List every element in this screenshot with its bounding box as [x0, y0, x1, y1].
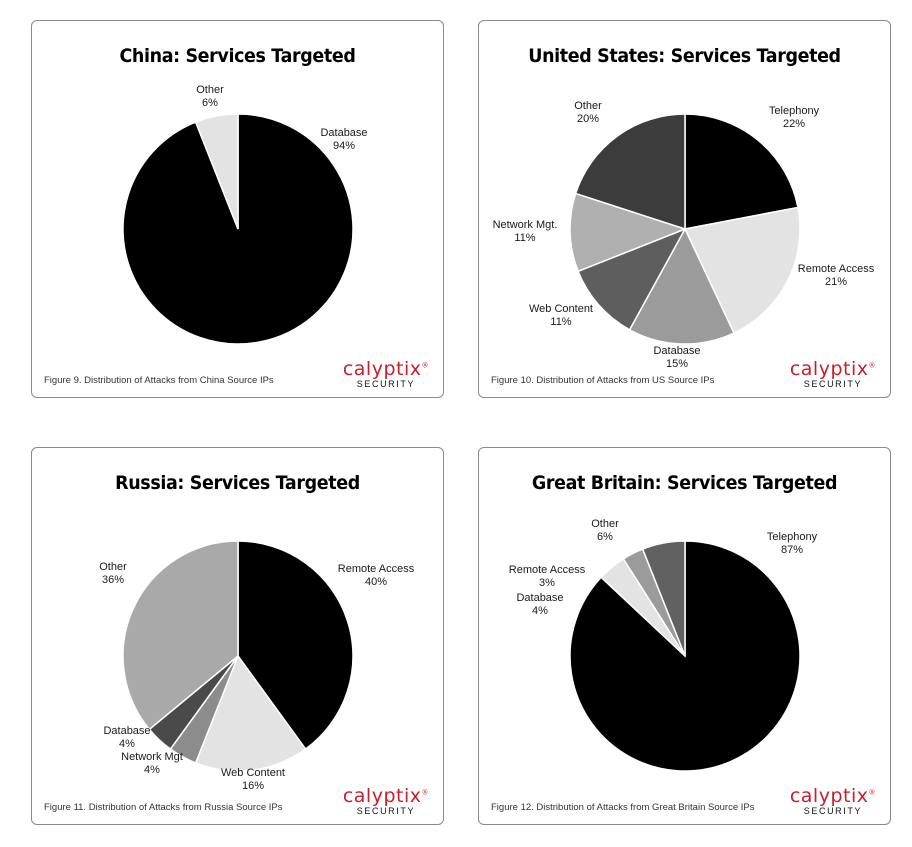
slice-label: Database — [103, 725, 150, 737]
figure-caption: Figure 10. Distribution of Attacks from … — [491, 375, 715, 386]
slice-percent: 36% — [102, 574, 124, 586]
chart-panel-united-states: United States: Services Targeted Telepho… — [478, 20, 891, 398]
slice-percent: 4% — [144, 764, 160, 776]
pie-slice-other — [574, 113, 686, 231]
pie-slice-telephony — [684, 113, 799, 230]
slice-label: Remote Access — [509, 564, 586, 576]
slice-percent: 22% — [783, 118, 805, 130]
slice-percent: 87% — [781, 544, 803, 556]
chart-panel-china: China: Services Targeted Database 94% Othe… — [31, 20, 444, 398]
chart-title: China: Services Targeted — [119, 45, 356, 67]
chart-panel-russia: Russia: Services Targeted Remote Access 4… — [31, 447, 444, 825]
slice-percent: 15% — [666, 358, 688, 370]
logo-subtitle: SECURITY — [803, 379, 863, 389]
slice-label: Remote Access — [798, 263, 875, 275]
slice-label: Web Content — [529, 303, 593, 315]
slice-label: Web Content — [221, 767, 285, 779]
slice-label: Database — [516, 592, 563, 604]
slice-percent: 6% — [202, 97, 218, 109]
pie-slice-other — [122, 540, 239, 731]
slice-percent: 11% — [550, 316, 571, 328]
slice-label: Other — [574, 100, 602, 112]
logo-brand: calyptix® — [789, 358, 876, 380]
logo-subtitle: SECURITY — [356, 379, 416, 389]
figure-caption: Figure 12. Distribution of Attacks from … — [491, 802, 755, 813]
slice-label: Database — [653, 345, 700, 357]
chart-title: United States: Services Targeted — [528, 45, 841, 67]
logo-brand: calyptix® — [342, 358, 429, 380]
logo-subtitle: SECURITY — [803, 806, 863, 816]
slice-label: Other — [196, 84, 224, 96]
pie-slice-other — [641, 540, 686, 657]
slice-percent: 16% — [242, 780, 264, 792]
slice-percent: 40% — [365, 576, 387, 588]
logo-subtitle: SECURITY — [356, 806, 416, 816]
slice-percent: 11% — [514, 232, 535, 244]
slice-percent: 6% — [597, 531, 613, 543]
pie-slice-web-content — [577, 227, 687, 331]
slice-percent: 3% — [539, 577, 555, 589]
calyptix-logo: calyptix® SECURITY — [790, 787, 876, 816]
slice-label: Telephony — [767, 531, 818, 543]
pie-slice-remote-access — [683, 206, 801, 335]
slice-percent: 4% — [532, 605, 548, 617]
slice-percent: 21% — [825, 276, 847, 288]
figure-caption: Figure 11. Distribution of Attacks from … — [44, 802, 283, 813]
pie-slice-network-mgt — [569, 192, 688, 273]
slice-label: Other — [591, 518, 619, 530]
slice-label: Other — [99, 561, 127, 573]
chart-title: Great Britain: Services Targeted — [531, 472, 838, 494]
slice-label: Remote Access — [338, 563, 415, 575]
pie-slice-remote-access — [237, 540, 354, 751]
calyptix-logo: calyptix® SECURITY — [790, 360, 876, 389]
chart-panel-great-britain: Great Britain: Services Targeted Telepho… — [478, 447, 891, 825]
pie-slice-web-content — [194, 654, 307, 772]
slice-label: Network Mgt. — [493, 219, 558, 231]
calyptix-logo: calyptix® SECURITY — [343, 360, 429, 389]
chart-title: Russia: Services Targeted — [115, 472, 360, 494]
pie-slice-other — [194, 113, 239, 230]
pie-slice-database — [628, 227, 735, 345]
slice-percent: 94% — [333, 140, 355, 152]
logo-brand: calyptix® — [342, 785, 429, 807]
slice-label: Telephony — [769, 105, 820, 117]
slice-percent: 20% — [577, 113, 599, 125]
slice-percent: 4% — [119, 738, 135, 750]
calyptix-logo: calyptix® SECURITY — [343, 787, 429, 816]
slice-label: Database — [320, 127, 367, 139]
slice-label: Network Mgt — [121, 751, 183, 763]
figure-caption: Figure 9. Distribution of Attacks from C… — [44, 375, 274, 386]
logo-brand: calyptix® — [789, 785, 876, 807]
